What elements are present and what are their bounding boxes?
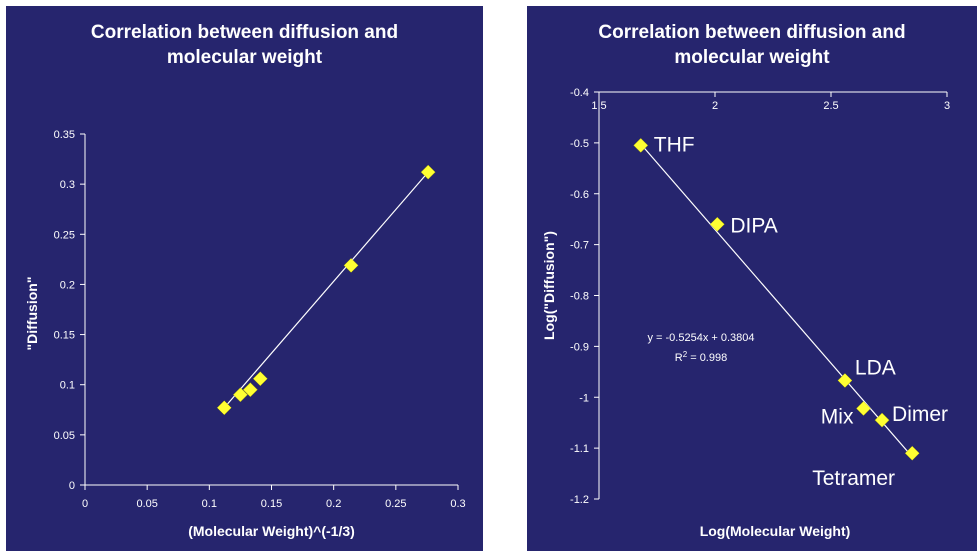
x-tick-label: 0.15	[261, 498, 282, 510]
y-tick-label: -0.8	[570, 291, 589, 303]
plot-area: 1.5 2 2.5 3 -0.4 -0.5 -0.6 -0.7 -0.8 -0.9 -1 -1.1 -1…	[541, 87, 950, 539]
x-tick-label: 0.2	[326, 498, 341, 510]
x-tick-label: 2.5	[823, 100, 838, 112]
data-point	[252, 371, 268, 387]
y-tick-label: 0.3	[60, 179, 75, 191]
chart-title: Correlation between diffusion and molecu…	[527, 20, 977, 70]
trend-line	[640, 143, 913, 458]
x-tick-label: 0.05	[136, 498, 157, 510]
chart-panel-log-diffusion: Correlation between diffusion and molecu…	[527, 6, 977, 551]
y-tick-label: 0.2	[60, 279, 75, 291]
diffusion-scatter-plot: 0 0.05 0.1 0.15 0.2 0.25 0.3 0 0.05 0.1 0.15 0.2 0.2…	[24, 129, 466, 539]
chart-title-line-2: molecular weight	[674, 47, 830, 68]
data-point	[856, 401, 871, 416]
y-tick-label: 0.15	[54, 330, 75, 342]
chart-title-line-2: molecular weight	[166, 47, 323, 68]
data-point	[216, 400, 232, 416]
x-tick-label: 3	[944, 100, 950, 112]
data-point	[343, 258, 359, 273]
y-tick-label: -0.4	[570, 87, 589, 99]
data-point-label: Dimer	[892, 403, 948, 426]
data-point-label: Mix	[821, 405, 854, 428]
y-tick-label: -0.9	[570, 341, 589, 353]
x-axis-label: Log(Molecular Weight)	[700, 523, 851, 539]
trendline-equation: y = -0.5254x + 0.3804	[647, 332, 754, 344]
chart-title: Correlation between diffusion and molecu…	[6, 20, 483, 70]
y-tick-label: -0.7	[570, 240, 589, 252]
y-tick-label: 0	[69, 480, 75, 492]
trend-line	[223, 171, 429, 409]
y-tick-label: -1	[579, 392, 589, 404]
y-tick-label: -1.2	[570, 494, 589, 506]
chart-title-line-1: Correlation between diffusion and	[598, 22, 906, 43]
x-tick-label: 1.5	[591, 100, 606, 112]
plot-area: 0 0.05 0.1 0.15 0.2 0.25 0.3 0 0.05 0.1 0.15 0.2 0.2…	[24, 129, 466, 539]
y-axis-label: Log("Diffusion")	[541, 231, 557, 340]
x-tick-label: 0.25	[385, 498, 406, 510]
data-point	[904, 445, 920, 461]
data-point-label: LDA	[855, 356, 896, 379]
data-point	[874, 412, 890, 428]
x-tick-label: 0.3	[450, 498, 465, 510]
y-tick-label: -0.5	[570, 138, 589, 150]
data-point	[709, 216, 725, 232]
y-tick-label: 0.1	[60, 380, 75, 392]
data-point	[233, 387, 248, 403]
chart-title-line-1: Correlation between diffusion and	[90, 22, 399, 43]
y-tick-label: 0.35	[54, 129, 75, 141]
x-tick-label: 2	[712, 100, 718, 112]
data-point-label: Tetramer	[812, 467, 895, 490]
x-axis-label: (Molecular Weight)^(-1/3)	[188, 523, 355, 539]
data-point-label: DIPA	[730, 214, 777, 237]
y-tick-label: 0.05	[54, 430, 75, 442]
chart-panel-diffusion: Correlation between diffusion and molecu…	[6, 6, 483, 551]
y-tick-label: 0.25	[54, 229, 75, 241]
y-axis-label: "Diffusion"	[24, 277, 40, 351]
y-tick-label: -1.1	[570, 443, 589, 455]
data-point	[633, 138, 649, 153]
data-point-label: THF	[654, 133, 695, 156]
log-diffusion-scatter-plot: 1.5 2 2.5 3 -0.4 -0.5 -0.6 -0.7 -0.8 -0.9 -1 -1.1 -1…	[541, 87, 950, 539]
x-tick-label: 0.1	[202, 498, 217, 510]
data-point	[420, 164, 436, 180]
data-point	[243, 382, 258, 398]
r-squared-value: R2 = 0.998	[675, 350, 727, 365]
x-tick-label: 0	[82, 498, 88, 510]
y-tick-label: -0.6	[570, 189, 589, 201]
data-point	[837, 373, 853, 388]
